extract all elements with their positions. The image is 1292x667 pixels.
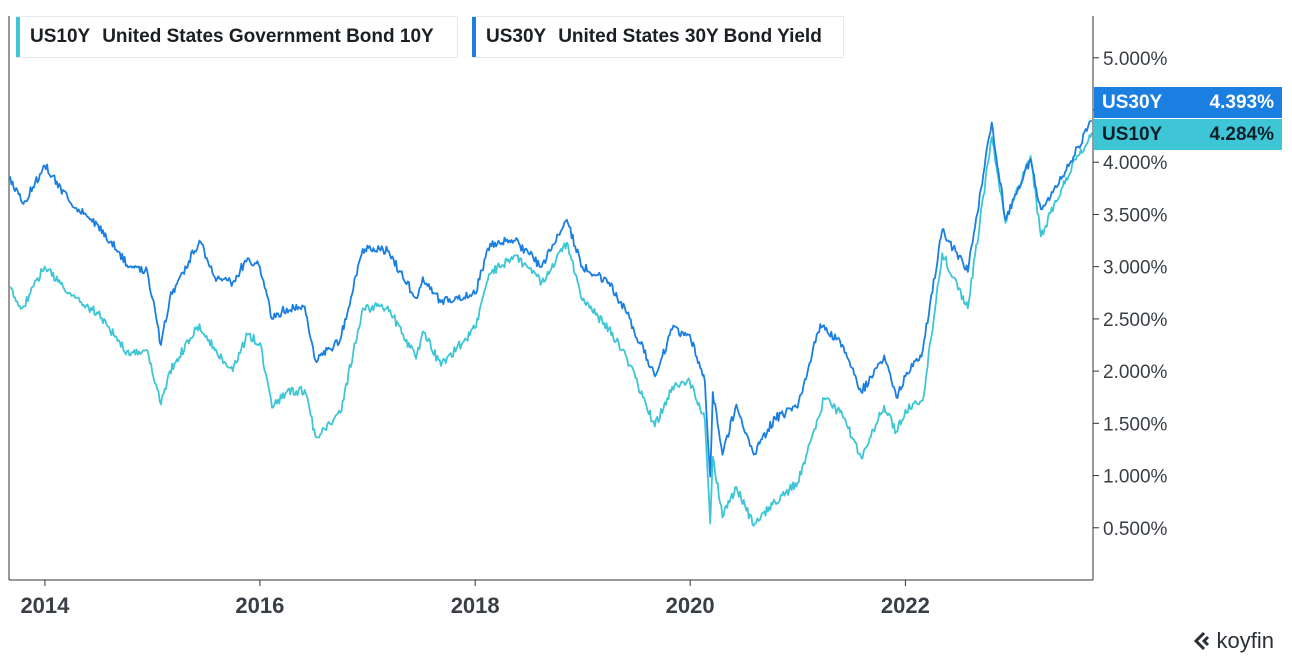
y-tick-label: 3.000%	[1103, 258, 1168, 279]
x-axis: 2014 2016 2018 2020 2022	[20, 580, 930, 618]
y-axis: 0.500% 1.000% 1.500% 2.000% 2.500% 3.000% 3.50…	[1093, 49, 1168, 540]
y-tick-label: 2.500%	[1103, 310, 1168, 331]
x-tick-label: 2014	[20, 593, 70, 618]
last-value-tag-us30y: US30Y 4.393%	[1094, 87, 1282, 118]
tag-value-us30y: 4.393%	[1209, 91, 1274, 113]
tag-code-us10y: US10Y	[1102, 123, 1163, 145]
x-tick-label: 2020	[666, 593, 715, 618]
legend-code-us10y: US10Y	[30, 26, 91, 47]
series-line-us10y	[8, 132, 1093, 527]
legend-label-us10y: United States Government Bond 10Y	[102, 26, 434, 47]
y-tick-label: 4.000%	[1103, 153, 1168, 174]
x-tick-label: 2016	[235, 593, 284, 618]
tag-code-us30y: US30Y	[1102, 91, 1163, 113]
koyfin-logo: koyfin	[1192, 628, 1274, 654]
y-tick-label: 3.500%	[1103, 205, 1168, 226]
legend-swatch-us10y	[16, 17, 20, 57]
legend-label-us30y: United States 30Y Bond Yield	[558, 26, 822, 47]
last-value-tag-us10y: US10Y 4.284%	[1094, 119, 1282, 150]
tag-value-us10y: 4.284%	[1209, 123, 1274, 145]
x-tick-label: 2022	[881, 593, 930, 618]
y-tick-label: 1.000%	[1103, 467, 1168, 488]
legend-code-us30y: US30Y	[486, 26, 547, 47]
y-tick-label: 1.500%	[1103, 414, 1168, 435]
legend-item-us30y[interactable]: US30Y United States 30Y Bond Yield	[472, 16, 844, 58]
series-layer	[8, 120, 1093, 527]
series-line-us30y	[8, 120, 1093, 478]
legend-swatch-us30y	[472, 17, 476, 57]
legend-item-us10y[interactable]: US10Y United States Government Bond 10Y	[16, 16, 458, 58]
koyfin-logo-icon	[1193, 631, 1209, 651]
y-tick-label: 5.000%	[1103, 49, 1168, 70]
y-tick-label: 0.500%	[1103, 519, 1168, 540]
y-tick-label: 2.000%	[1103, 362, 1168, 383]
koyfin-logo-text: koyfin	[1216, 628, 1274, 653]
x-tick-label: 2018	[451, 593, 500, 618]
